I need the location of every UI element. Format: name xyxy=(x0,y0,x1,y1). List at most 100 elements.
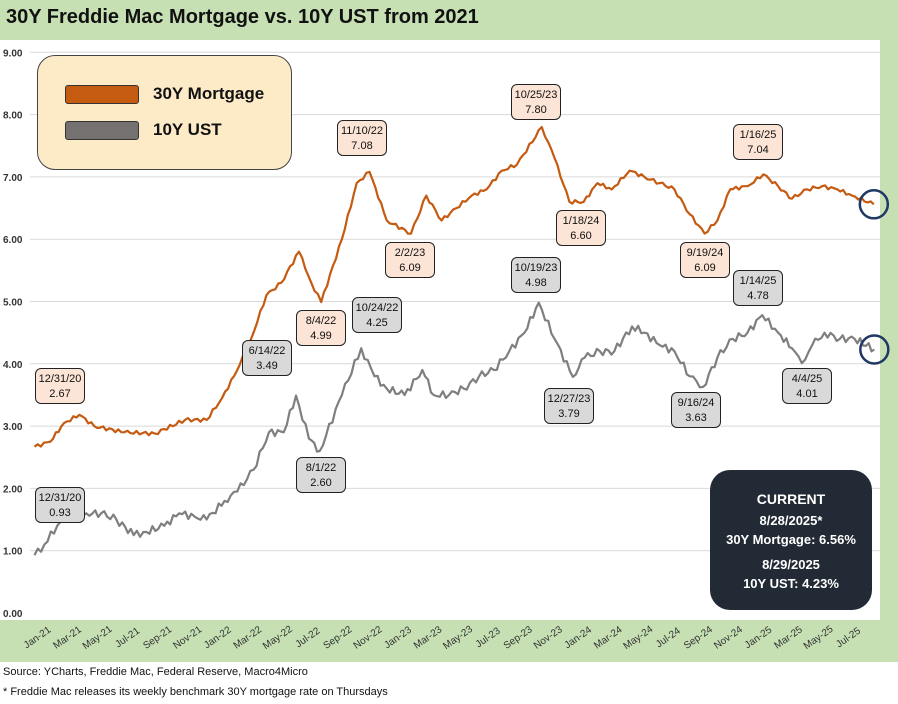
y-tick-label: 4.00 xyxy=(3,360,23,371)
x-tick-label: May-25 xyxy=(802,624,836,652)
x-tick-label: Jan-23 xyxy=(382,624,414,651)
y-tick-label: 1.00 xyxy=(3,547,23,558)
data-callout: 12/27/23 3.79 xyxy=(544,388,594,424)
data-callout: 9/19/24 6.09 xyxy=(680,242,730,278)
x-tick-label: May-22 xyxy=(261,624,295,652)
x-tick-label: Jul-25 xyxy=(834,625,863,650)
x-tick-label: Nov-24 xyxy=(712,624,745,652)
data-callout: 12/31/20 0.93 xyxy=(35,487,85,523)
x-tick-label: Jul-23 xyxy=(474,625,503,650)
line-chart: 0.00 1.00 2.00 3.00 4.00 5.00 6.00 7.00 8.00 9.00… xyxy=(3,48,890,652)
data-callout: 11/10/22 7.08 xyxy=(337,120,387,156)
callout-value: 7.08 xyxy=(351,140,373,152)
callout-value: 4.25 xyxy=(366,317,388,329)
x-tick-label: Sep-22 xyxy=(322,624,355,652)
data-callout: 1/16/25 7.04 xyxy=(733,124,783,160)
data-callout: 10/19/23 4.98 xyxy=(511,257,561,293)
callout-date: 12/27/23 xyxy=(547,393,591,405)
callout-value: 3.79 xyxy=(558,408,580,420)
callout-value: 6.09 xyxy=(399,262,421,274)
callout-value: 7.80 xyxy=(525,104,547,116)
x-tick-label: May-21 xyxy=(81,624,115,652)
data-callout: 1/18/24 6.60 xyxy=(556,210,606,246)
x-tick-label: Jan-21 xyxy=(22,624,54,651)
current-mortgage-date: 8/28/2025* xyxy=(759,513,823,528)
callout-value: 4.01 xyxy=(796,388,818,400)
x-tick-label: Mar-25 xyxy=(772,624,805,651)
data-callout: 2/2/23 6.09 xyxy=(385,242,435,278)
x-tick-label: May-23 xyxy=(441,624,475,652)
data-callout: 1/14/25 4.78 xyxy=(733,270,783,306)
callout-date: 1/18/24 xyxy=(562,215,600,227)
y-tick-label: 7.00 xyxy=(3,173,23,184)
x-tick-label: Mar-21 xyxy=(51,624,84,651)
x-tick-label: Mar-23 xyxy=(412,624,445,651)
callout-date: 6/14/22 xyxy=(248,345,286,357)
callout-value: 4.98 xyxy=(525,277,547,289)
current-heading: CURRENT xyxy=(756,491,826,507)
y-tick-label: 5.00 xyxy=(3,298,23,309)
footnote: * Freddie Mac releases its weekly benchm… xyxy=(3,686,388,698)
chart-title: 30Y Freddie Mac Mortgage vs. 10Y UST fro… xyxy=(6,6,479,28)
x-tick-label: Jul-22 xyxy=(294,625,323,650)
y-tick-label: 0.00 xyxy=(3,609,23,620)
legend-swatch-mortgage xyxy=(65,84,139,104)
callout-date: 10/24/22 xyxy=(355,302,399,314)
callout-value: 6.60 xyxy=(570,230,592,242)
data-callout: 12/31/20 2.67 xyxy=(35,368,85,404)
source-note: Source: YCharts, Freddie Mac, Federal Re… xyxy=(3,666,308,678)
callout-date: 2/2/23 xyxy=(394,247,426,259)
y-tick-label: 3.00 xyxy=(3,422,23,433)
data-callout: 10/25/23 7.80 xyxy=(511,84,561,120)
x-tick-label: Jan-22 xyxy=(202,624,234,651)
callout-value: 6.09 xyxy=(694,262,716,274)
callout-date: 9/16/24 xyxy=(677,397,715,409)
legend-label: 10Y UST xyxy=(153,120,222,139)
x-tick-label: Mar-24 xyxy=(592,624,625,651)
current-values-box: CURRENT 8/28/2025* 30Y Mortgage: 6.56% 8… xyxy=(710,470,872,610)
mortgage-line xyxy=(33,125,875,448)
current-marker-circle xyxy=(859,334,890,365)
callout-value: 7.04 xyxy=(747,144,769,156)
legend-item-ust: 10Y UST xyxy=(65,120,222,140)
x-tick-label: Nov-22 xyxy=(352,624,385,652)
callout-value: 3.63 xyxy=(685,412,707,424)
x-tick-label: Sep-21 xyxy=(141,624,174,652)
callout-date: 12/31/20 xyxy=(38,373,82,385)
legend: 30Y Mortgage 10Y UST xyxy=(37,55,292,170)
legend-item-mortgage: 30Y Mortgage xyxy=(65,84,264,104)
x-tick-label: Sep-24 xyxy=(682,624,715,652)
callout-date: 8/4/22 xyxy=(305,315,337,327)
x-tick-label: Nov-23 xyxy=(532,624,565,652)
legend-label: 30Y Mortgage xyxy=(153,84,265,103)
data-callout: 6/14/22 3.49 xyxy=(242,340,292,376)
y-tick-label: 8.00 xyxy=(3,111,23,122)
callout-date: 10/19/23 xyxy=(514,262,558,274)
current-ust-value: 10Y UST: 4.23% xyxy=(743,576,839,591)
data-callout: 10/24/22 4.25 xyxy=(352,297,402,333)
callout-value: 2.60 xyxy=(310,477,332,489)
current-marker-circle xyxy=(858,189,890,220)
callout-value: 3.49 xyxy=(256,360,278,372)
x-tick-label: Jul-24 xyxy=(654,625,683,650)
callout-date: 11/10/22 xyxy=(340,125,383,137)
y-tick-label: 9.00 xyxy=(3,48,23,59)
ust-line xyxy=(33,301,875,556)
current-mortgage-value: 30Y Mortgage: 6.56% xyxy=(726,532,856,547)
x-tick-label: May-24 xyxy=(622,624,656,652)
callout-date: 9/19/24 xyxy=(686,247,724,259)
callout-value: 4.99 xyxy=(310,330,332,342)
data-callout: 8/1/22 2.60 xyxy=(296,457,346,493)
data-callout: 8/4/22 4.99 xyxy=(296,310,346,346)
callout-date: 1/14/25 xyxy=(739,275,777,287)
x-tick-label: Jan-24 xyxy=(563,624,595,651)
callout-date: 10/25/23 xyxy=(514,89,558,101)
data-callout: 9/16/24 3.63 xyxy=(671,392,721,428)
current-ust-date: 8/29/2025 xyxy=(762,557,820,572)
callout-date: 8/1/22 xyxy=(305,462,337,474)
callout-value: 0.93 xyxy=(49,507,71,519)
callout-date: 12/31/20 xyxy=(38,492,82,504)
callout-date: 1/16/25 xyxy=(739,129,777,141)
x-tick-label: Jan-25 xyxy=(743,624,775,651)
legend-swatch-ust xyxy=(65,120,139,140)
